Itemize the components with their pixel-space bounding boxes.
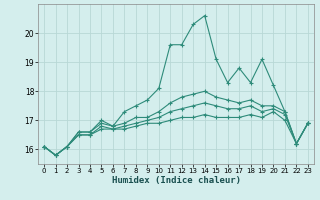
X-axis label: Humidex (Indice chaleur): Humidex (Indice chaleur) xyxy=(111,176,241,185)
